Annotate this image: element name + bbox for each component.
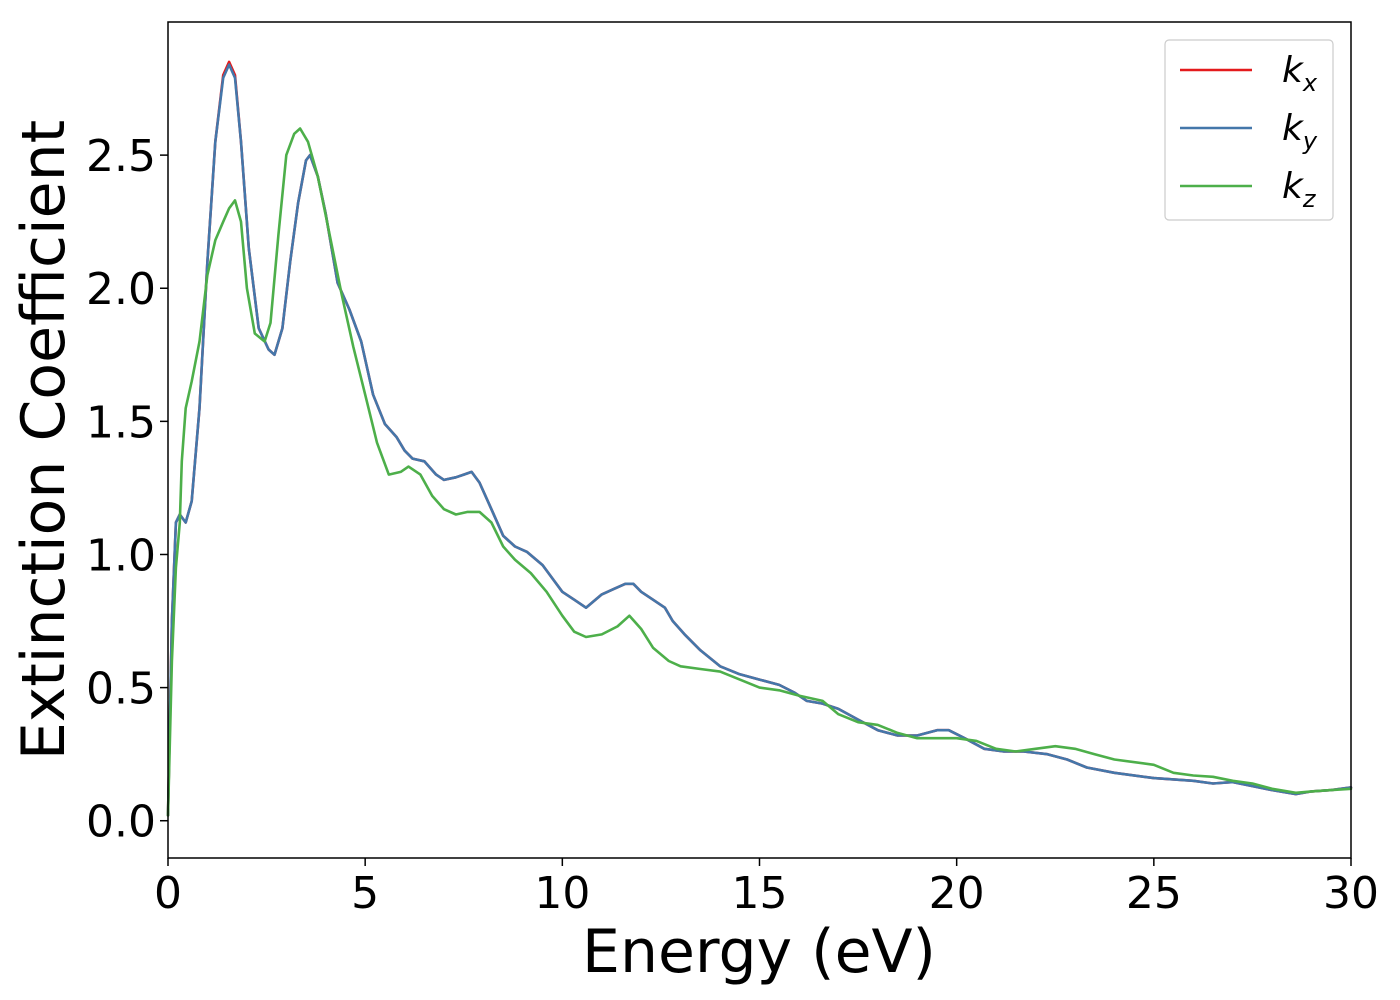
- y-tick-label: 2.0: [86, 264, 156, 315]
- x-tick-label: 20: [929, 868, 985, 919]
- x-tick-label: 0: [154, 868, 182, 919]
- x-tick-label: 15: [732, 868, 788, 919]
- x-axis-label: Energy (eV): [582, 917, 936, 987]
- x-axis-ticks: 0 5 10 15 20 25 30: [154, 858, 1379, 919]
- y-tick-label: 0.0: [86, 797, 156, 848]
- series-layer: [166, 60, 1353, 817]
- x-tick-label: 10: [534, 868, 590, 919]
- series-line-z: [166, 127, 1353, 817]
- y-tick-label: 1.0: [86, 530, 156, 581]
- y-tick-label: 0.5: [86, 664, 156, 715]
- x-tick-label: 30: [1323, 868, 1379, 919]
- x-tick-label: 5: [351, 868, 379, 919]
- y-axis-label: Extinction Coefficient: [9, 120, 79, 760]
- legend-box: [1164, 39, 1334, 221]
- x-tick-label: 25: [1126, 868, 1182, 919]
- y-axis-ticks: 0.0 0.5 1.0 1.5 2.0 2.5: [86, 131, 168, 848]
- y-tick-label: 1.5: [86, 397, 156, 448]
- y-tick-label: 2.5: [86, 131, 156, 182]
